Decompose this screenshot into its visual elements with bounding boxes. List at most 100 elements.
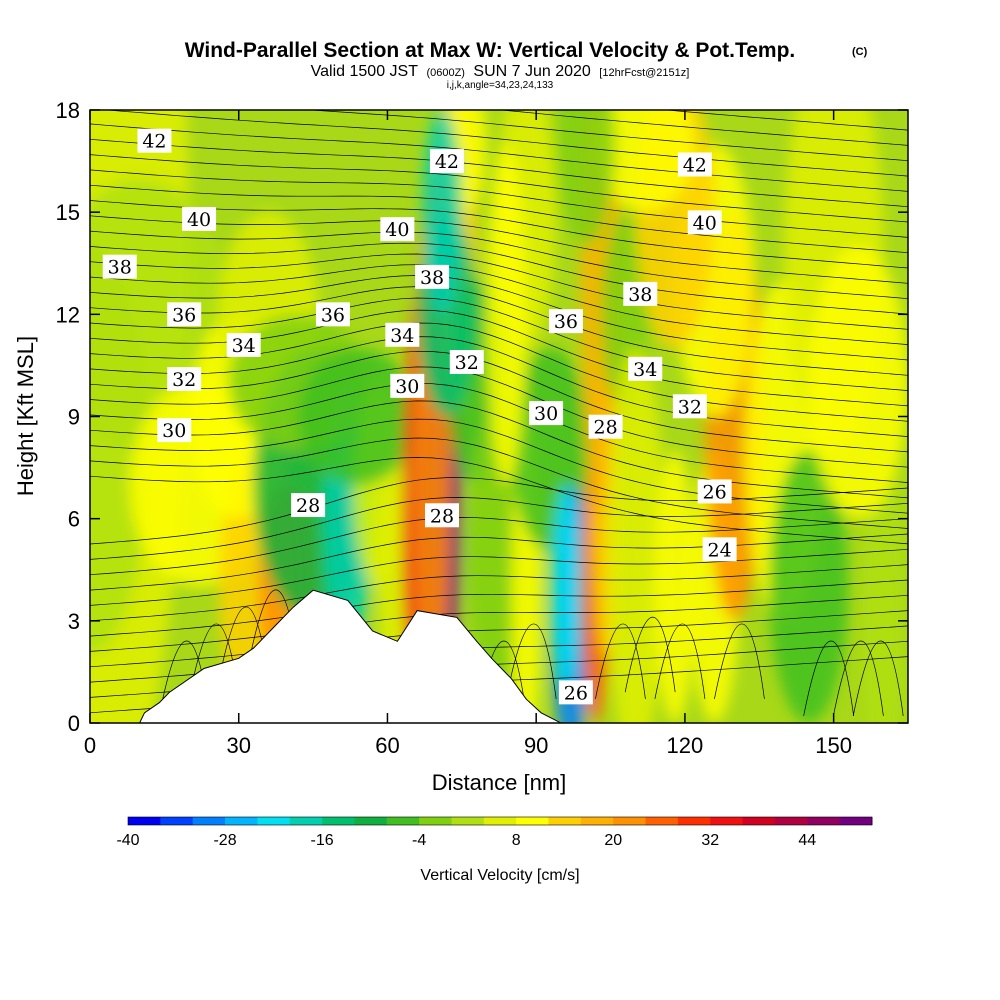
- x-tick-label: 120: [667, 733, 704, 758]
- contour-label-text: 34: [390, 325, 414, 347]
- contour-label-box: [385, 322, 420, 347]
- valid-utc: (0600Z): [426, 67, 465, 79]
- theta-contour-arc: [505, 623, 557, 700]
- x-tick-label: 150: [815, 733, 852, 758]
- y-tick-label: 9: [68, 405, 80, 430]
- x-tick-label: 0: [84, 733, 96, 758]
- x-axis: 0 30 60 90 120 150: [84, 110, 852, 758]
- contour-label-38: 38: [623, 281, 658, 306]
- contour-label-box: [182, 206, 217, 231]
- contour-label-box: [449, 350, 484, 375]
- colorbar-swatch: [419, 817, 452, 825]
- contour-label-text: 38: [628, 284, 652, 306]
- colorbar-swatch: [710, 817, 744, 825]
- colorbar-frame: [127, 816, 873, 826]
- contour-label-text: 30: [534, 403, 558, 425]
- theta-contour-line: [90, 548, 908, 606]
- contour-label-box: [672, 394, 707, 419]
- chart-subtitle: Valid 1500 JST (0600Z) SUN 7 Jun 2020 [1…: [311, 63, 690, 80]
- colorbar-tick-label: -16: [311, 832, 334, 849]
- valid-date: SUN 7 Jun 2020: [473, 63, 591, 80]
- theta-contour-line: [90, 437, 908, 529]
- y-tick-label: 12: [56, 302, 80, 327]
- contour-label-box: [548, 309, 583, 334]
- contour-label-text: 38: [420, 267, 444, 289]
- colorbar-swatch: [386, 817, 420, 825]
- contour-label-30: 30: [390, 373, 425, 398]
- theta-contour-line: [90, 286, 908, 376]
- contour-label-box: [623, 281, 658, 306]
- theta-contour-line: [90, 383, 908, 483]
- contour-label-text: 34: [633, 359, 657, 381]
- theta-contour-line: [90, 264, 908, 345]
- theta-contour-line: [90, 564, 908, 622]
- contour-label-40: 40: [182, 206, 217, 231]
- theta-contour-line: [90, 336, 908, 437]
- theta-contour-line: [90, 309, 908, 407]
- contour-label-26: 26: [697, 479, 732, 504]
- contour-label-text: 28: [593, 417, 617, 439]
- theta-contour-line: [90, 297, 908, 391]
- colorbar-title: Vertical Velocity [cm/s]: [420, 867, 579, 884]
- colorbar-swatch: [483, 817, 517, 825]
- colorbar-swatch: [548, 817, 582, 825]
- theta-contour-line: [90, 169, 908, 238]
- theta-contour-line: [90, 400, 908, 499]
- contour-label-box: [157, 418, 192, 443]
- contour-label-box: [315, 302, 350, 327]
- theta-contour-line: [90, 242, 908, 315]
- velocity-cell-46: [486, 144, 527, 485]
- colorbar-tick-label: 8: [512, 832, 521, 849]
- contour-label-text: 40: [693, 212, 717, 234]
- theta-contour-line: [661, 110, 908, 131]
- forecast-info: [12hrFcst@2151z]: [599, 67, 689, 79]
- colorbar-swatch: [128, 817, 161, 825]
- contour-label-42: 42: [137, 128, 172, 153]
- theta-contour-line: [90, 457, 908, 545]
- chart-title: Wind-Parallel Section at Max W: Vertical…: [185, 39, 796, 62]
- contour-label-42: 42: [677, 152, 712, 177]
- contour-label-28: 28: [291, 493, 326, 518]
- contour-label-34: 34: [226, 332, 261, 357]
- theta-contour-line: [304, 110, 908, 162]
- x-tick-label: 90: [524, 733, 548, 758]
- valid-time: Valid 1500 JST: [311, 63, 419, 80]
- contour-labels: 24 26 26 28 28 28 30 30 30 32 32 32 34 34 34 36 36 36 38 38…: [102, 128, 737, 705]
- velocity-cell-43: [808, 246, 908, 519]
- theta-contour-line: [90, 184, 908, 254]
- theta-contour-arc: [833, 640, 884, 717]
- contour-label-text: 38: [108, 257, 132, 279]
- colorbar-tick-label: -28: [213, 832, 236, 849]
- theta-contour-line: [90, 230, 908, 300]
- terrain: [139, 589, 562, 723]
- contour-label-text: 26: [703, 481, 727, 503]
- colorbar-tick-label: 20: [604, 832, 622, 849]
- colorbar-swatch: [774, 817, 808, 825]
- contour-label-box: [390, 373, 425, 398]
- contour-label-text: 36: [554, 311, 578, 333]
- contour-label-text: 32: [172, 369, 196, 391]
- contour-label-box: [415, 264, 450, 289]
- x-tick-label: 60: [375, 733, 399, 758]
- colorbar-swatch: [257, 817, 291, 825]
- contour-label-text: 30: [162, 420, 186, 442]
- velocity-cell-23: [466, 416, 527, 689]
- velocity-cell-32: [605, 348, 666, 723]
- theta-contour-line: [90, 579, 908, 637]
- contour-label-box: [677, 152, 712, 177]
- colorbar-swatch: [580, 817, 614, 825]
- theta-contour-line: [90, 253, 908, 330]
- contour-label-30: 30: [157, 418, 192, 443]
- theta-contour-line: [90, 154, 908, 223]
- contour-label-text: 36: [321, 304, 345, 326]
- colorbar-swatch: [807, 817, 841, 825]
- contour-label-box: [102, 254, 137, 279]
- contour-label-text: 26: [564, 682, 588, 704]
- colorbar-swatch: [645, 817, 679, 825]
- colorbar-tick-label: 32: [701, 832, 719, 849]
- theta-contour-line: [90, 497, 908, 560]
- theta-contour-line: [90, 350, 908, 453]
- contour-label-38: 38: [415, 264, 450, 289]
